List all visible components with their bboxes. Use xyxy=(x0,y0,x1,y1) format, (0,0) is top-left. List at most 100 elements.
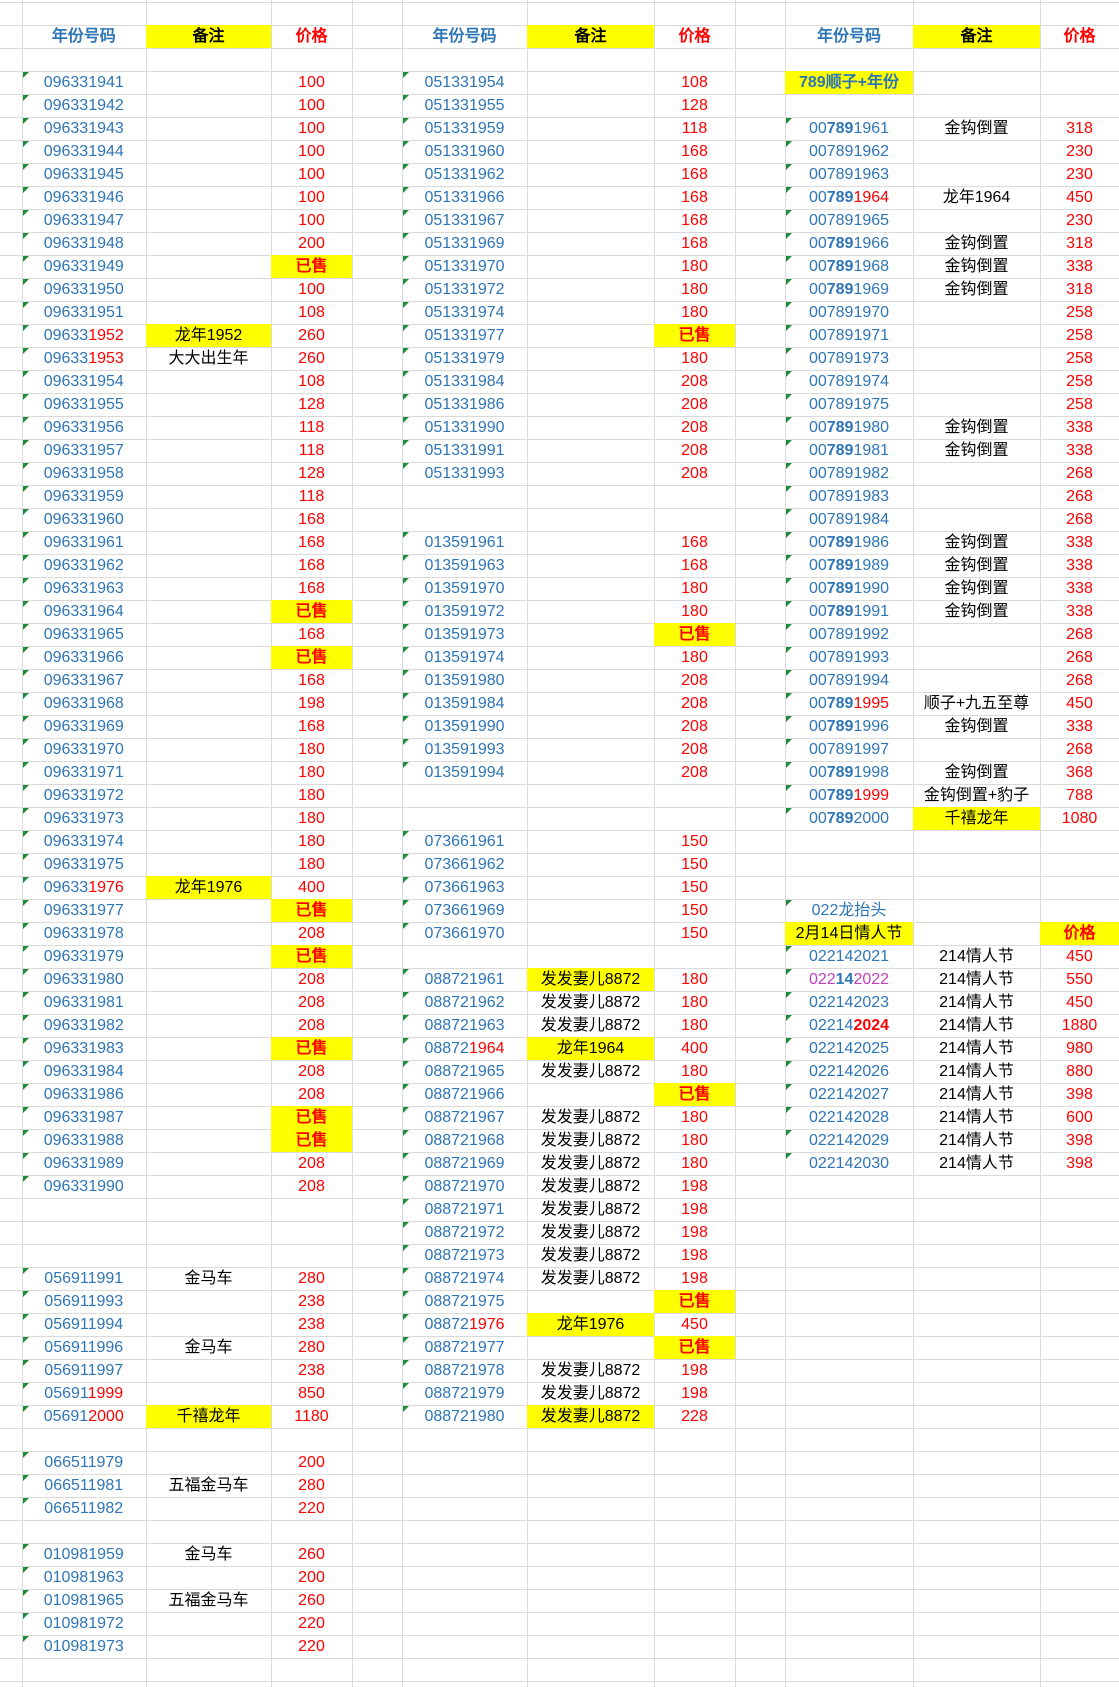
number-part: 1976 xyxy=(468,1316,505,1333)
price-cell: 208 xyxy=(298,1086,325,1103)
price-cell: 168 xyxy=(298,718,325,735)
number-cell: 010981959 xyxy=(43,1546,124,1563)
grid-row-line xyxy=(0,1497,1119,1498)
cell-marker xyxy=(22,854,29,860)
grid-row-line xyxy=(0,1428,1119,1429)
cell-marker xyxy=(22,233,29,239)
number-cell: 022142027 xyxy=(808,1086,890,1103)
number-cell: 088721966 xyxy=(424,1086,505,1103)
price-cell: 338 xyxy=(1066,557,1093,574)
cell-marker xyxy=(786,532,792,538)
grid-row-line xyxy=(0,1681,1119,1682)
price-cell: 168 xyxy=(681,143,708,160)
price-cell: 128 xyxy=(298,465,325,482)
price-cell: 400 xyxy=(681,1040,708,1057)
cell-marker xyxy=(22,578,29,584)
cell-marker xyxy=(403,693,409,699)
number-cell: 096331964 xyxy=(43,603,124,620)
note-cell: 金钩倒置 xyxy=(944,718,1009,735)
price-cell: 338 xyxy=(1066,580,1093,597)
price-cell: 180 xyxy=(681,580,708,597)
number-cell: 096331974 xyxy=(43,833,124,850)
note-cell: 214情人节 xyxy=(939,1132,1014,1149)
number-part: 2022 xyxy=(853,971,890,988)
number-cell: 051331990 xyxy=(424,419,505,436)
number-cell: 088721975 xyxy=(424,1293,505,1310)
number-cell: 022142030 xyxy=(808,1155,890,1172)
grid-row-line xyxy=(0,508,1119,509)
grid-row-line xyxy=(0,1451,1119,1452)
header-note: 备注 xyxy=(527,25,654,48)
price-cell: 398 xyxy=(1066,1132,1093,1149)
cell-marker xyxy=(403,348,409,354)
price-cell: 198 xyxy=(298,695,325,712)
number-cell: 096331966 xyxy=(43,649,124,666)
price-cell: 168 xyxy=(681,166,708,183)
cell-marker xyxy=(786,1107,792,1113)
grid-col-line xyxy=(654,0,655,1687)
number-cell: 007891968 xyxy=(785,255,913,278)
number-part: 05691 xyxy=(44,1385,88,1402)
cell-marker xyxy=(403,762,409,768)
price-cell: 450 xyxy=(1066,994,1093,1011)
note-cell: 发发妻儿8872 xyxy=(540,1247,641,1264)
note-cell: 龙年1964 xyxy=(942,189,1011,206)
number-part: 789 xyxy=(826,120,854,137)
cell-marker xyxy=(403,670,409,676)
cell-marker xyxy=(786,647,792,653)
number-part: 08872 xyxy=(424,1316,469,1333)
number-cell: 088721970 xyxy=(424,1178,505,1195)
grid-row-line xyxy=(0,1359,1119,1360)
number-cell: 088721962 xyxy=(424,994,505,1011)
cell-marker xyxy=(22,1360,29,1366)
price-cell: 168 xyxy=(681,189,708,206)
price-cell: 108 xyxy=(298,304,325,321)
cell-marker xyxy=(403,417,409,423)
cell-marker xyxy=(22,1613,29,1619)
cell-marker xyxy=(786,900,792,906)
cell-marker xyxy=(403,992,409,998)
number-cell: 096331975 xyxy=(43,856,124,873)
price-cell: 258 xyxy=(1066,304,1093,321)
number-cell: 088721974 xyxy=(424,1270,505,1287)
number-cell: 096331956 xyxy=(43,419,124,436)
cell-marker xyxy=(22,1337,29,1343)
cell-marker xyxy=(786,187,792,193)
number-part: 789 xyxy=(826,258,854,275)
cell-marker xyxy=(22,210,29,216)
grid-row-line xyxy=(0,669,1119,670)
number-part: 789 xyxy=(826,189,854,206)
number-cell: 010981972 xyxy=(43,1615,124,1632)
price-cell: 450 xyxy=(681,1316,708,1333)
number-cell: 007891975 xyxy=(808,396,890,413)
price-cell: 258 xyxy=(1066,327,1093,344)
cell-marker xyxy=(403,1130,409,1136)
number-part: 00 xyxy=(808,120,827,137)
header-note: 备注 xyxy=(913,25,1040,48)
number-cell: 051331974 xyxy=(424,304,505,321)
header-price: 价格 xyxy=(678,28,711,45)
number-cell: 066511981 xyxy=(44,1477,124,1494)
grid-row-line xyxy=(0,577,1119,578)
price-cell: 180 xyxy=(298,856,325,873)
grid-row-line xyxy=(0,1221,1119,1222)
number-part: 789 xyxy=(826,419,854,436)
cell-marker xyxy=(786,578,792,584)
number-cell: 051331960 xyxy=(424,143,505,160)
grid-row-line xyxy=(0,784,1119,785)
number-cell: 007891965 xyxy=(808,212,890,229)
number-part: 1995 xyxy=(853,695,890,712)
price-cell: 368 xyxy=(1066,764,1093,781)
number-cell: 096331986 xyxy=(43,1086,124,1103)
cell-marker xyxy=(786,486,792,492)
price-cell: 788 xyxy=(1066,787,1093,804)
number-cell: 096331977 xyxy=(43,902,124,919)
price-cell: 108 xyxy=(681,74,708,91)
note-cell: 发发妻儿8872 xyxy=(540,1385,641,1402)
number-cell: 007891996 xyxy=(785,715,913,738)
price-cell: 150 xyxy=(681,879,708,896)
cell-marker xyxy=(403,187,409,193)
cell-marker xyxy=(403,1383,409,1389)
cell-marker xyxy=(403,394,409,400)
cell-marker xyxy=(22,417,29,423)
